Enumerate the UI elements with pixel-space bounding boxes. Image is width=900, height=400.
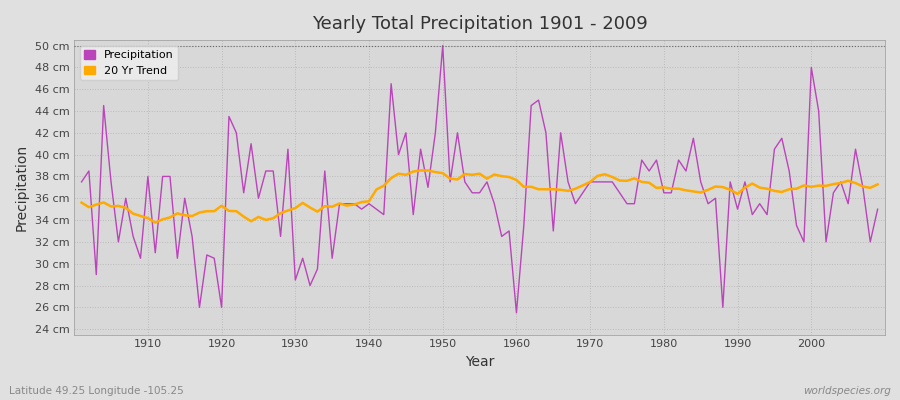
Title: Yearly Total Precipitation 1901 - 2009: Yearly Total Precipitation 1901 - 2009 bbox=[311, 15, 647, 33]
20 Yr Trend bbox=[304, 205, 315, 210]
20 Yr Trend bbox=[872, 182, 883, 187]
20 Yr Trend bbox=[518, 184, 529, 189]
Legend: Precipitation, 20 Yr Trend: Precipitation, 20 Yr Trend bbox=[80, 46, 178, 80]
Precipitation bbox=[511, 310, 522, 315]
Precipitation bbox=[135, 256, 146, 261]
Precipitation bbox=[341, 201, 352, 206]
Precipitation bbox=[297, 256, 308, 261]
20 Yr Trend bbox=[135, 214, 146, 218]
X-axis label: Year: Year bbox=[465, 355, 494, 369]
Text: Latitude 49.25 Longitude -105.25: Latitude 49.25 Longitude -105.25 bbox=[9, 386, 184, 396]
20 Yr Trend bbox=[415, 168, 426, 173]
Line: 20 Yr Trend: 20 Yr Trend bbox=[82, 170, 878, 223]
20 Yr Trend bbox=[349, 202, 360, 207]
Precipitation bbox=[76, 180, 87, 184]
Precipitation bbox=[614, 190, 625, 195]
Text: worldspecies.org: worldspecies.org bbox=[803, 386, 891, 396]
20 Yr Trend bbox=[526, 184, 536, 189]
Line: Precipitation: Precipitation bbox=[82, 46, 878, 313]
Precipitation bbox=[526, 103, 536, 108]
Precipitation bbox=[437, 43, 448, 48]
Precipitation bbox=[518, 223, 529, 228]
20 Yr Trend bbox=[614, 178, 625, 183]
20 Yr Trend bbox=[149, 220, 160, 225]
20 Yr Trend bbox=[76, 200, 87, 205]
Precipitation bbox=[872, 207, 883, 212]
Y-axis label: Precipitation: Precipitation bbox=[15, 144, 29, 231]
